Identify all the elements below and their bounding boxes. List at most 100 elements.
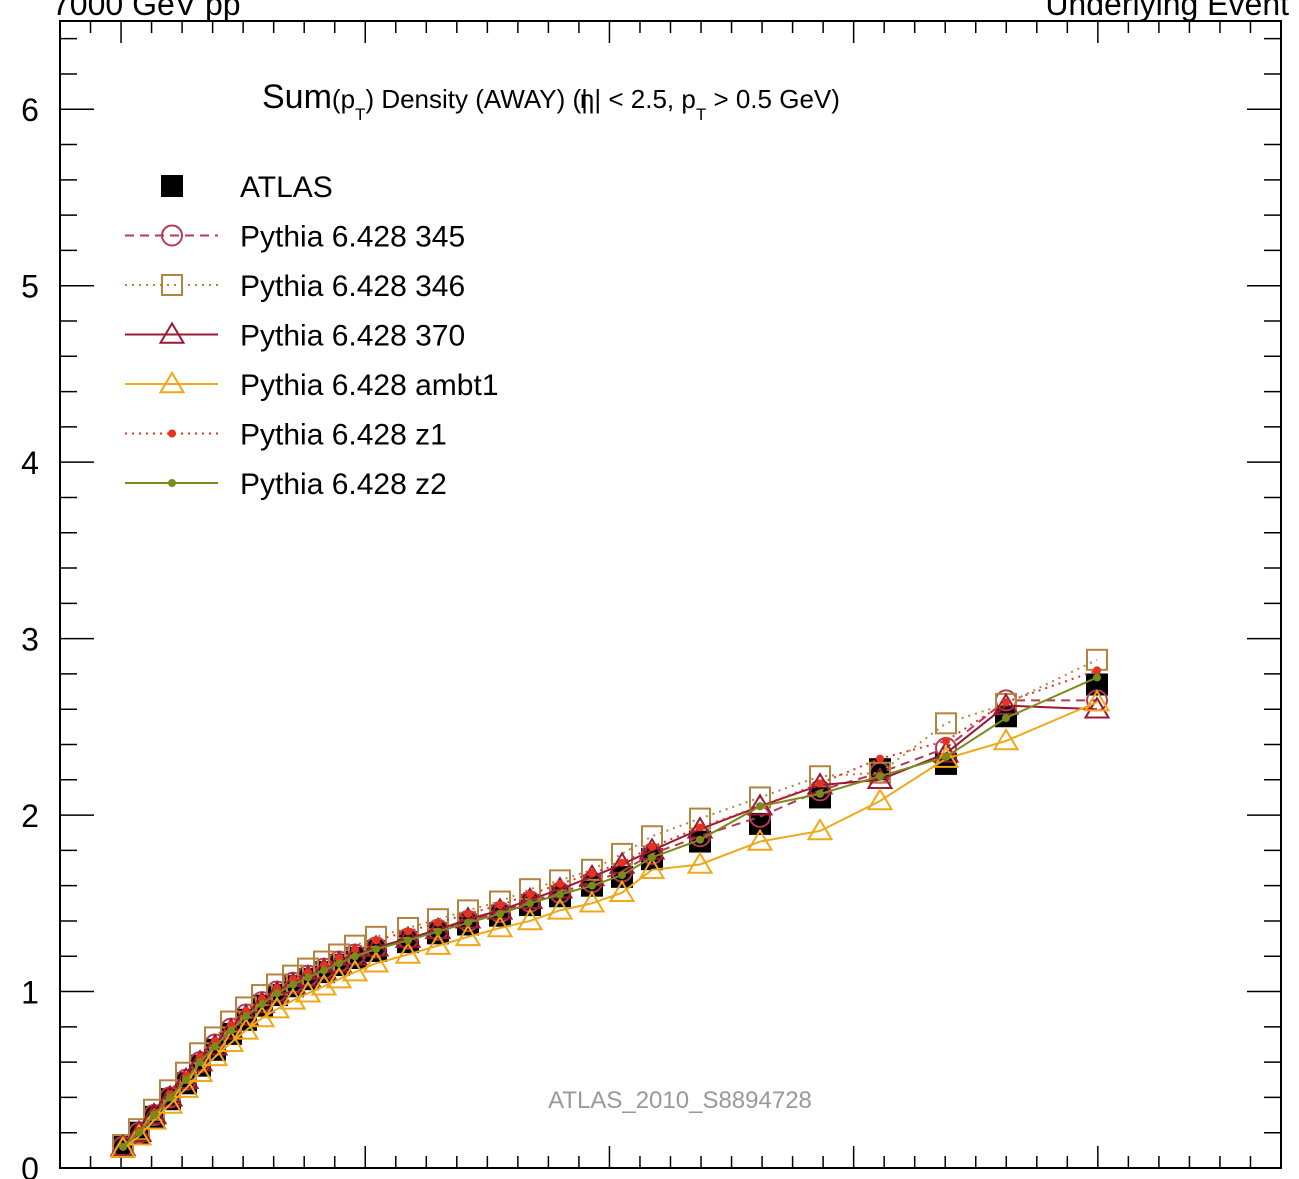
data-point [109,1135,137,1158]
data-point [186,1059,214,1082]
data-point [935,712,957,735]
data-point [372,936,380,945]
y-tick-label: 1 [21,975,39,1011]
series-line [122,701,1098,1150]
data-point [168,479,176,487]
data-point [816,779,824,788]
data-point [135,1128,143,1137]
title-sub-t: T [355,105,365,124]
legend-label: Pythia 6.428 345 [240,221,465,254]
data-point [464,909,472,918]
data-point [526,890,534,899]
data-point [168,429,176,438]
data-point [258,999,266,1008]
data-point [341,959,369,982]
y-tick-labels: 0 1 2 3 4 5 6 [21,92,39,1179]
data-point [289,980,297,989]
plot-title: Sum(pT) Density (AWAY) (|η| < 2.5, pT > … [262,78,840,124]
data-point [335,959,343,968]
y-tick-label: 3 [21,622,39,658]
data-point [1093,673,1101,682]
data-point [232,1017,260,1040]
data-point [158,321,186,344]
title-main: ) Density (AWAY) ( [365,84,581,114]
data-point [1093,666,1101,675]
data-point [992,692,1020,715]
data-point [549,869,571,892]
data-point [942,736,950,745]
data-point [638,856,666,880]
data-point [866,788,894,811]
data-point [686,851,714,874]
legend-item: Pythia 6.428 346 [125,270,465,303]
data-point [404,927,412,936]
data-point [942,752,950,761]
title-p-open: (p [332,84,355,114]
data-point [588,869,596,878]
data-point [161,175,183,197]
data-point [556,890,564,899]
data-point [932,745,960,768]
data-point [526,899,534,908]
series-pythia-6-428-ambt1 [109,689,1111,1158]
title-sum: Sum [262,78,332,116]
series-pythia-6-428-z2 [119,673,1101,1151]
title-bar: | [581,84,588,114]
data-point [464,918,472,927]
data-point [806,818,834,841]
header-left: 7000 GeV pp [52,0,241,22]
data-point [581,858,603,881]
legend-label: Pythia 6.428 z2 [240,468,447,501]
data-point [1083,689,1111,712]
legend-item: Pythia 6.428 370 [125,320,465,353]
data-point [424,916,452,940]
data-point [496,901,504,910]
title-cut: | < 2.5, p [594,84,695,114]
y-tick-label: 2 [21,798,39,834]
legend-item: Pythia 6.428 345 [125,221,465,254]
legend-label: Pythia 6.428 z1 [240,419,447,452]
data-point [486,915,514,938]
data-series [109,648,1111,1158]
data-point [320,966,328,975]
title-end: > 0.5 GeV) [706,84,840,114]
data-point [273,989,281,998]
data-point [1002,714,1010,723]
data-point [217,1017,245,1040]
data-point [454,923,482,947]
y-tick-label: 0 [21,1151,39,1179]
title-eta: η [580,84,594,114]
series-pythia-6-428-346 [112,648,1108,1157]
data-point [201,1033,229,1056]
data-point [588,881,596,890]
data-point [1002,698,1010,707]
data-point [496,909,504,918]
data-point [351,952,359,961]
title-sub-t2: T [696,105,706,124]
data-point [394,941,422,964]
data-point [362,950,390,973]
data-point [816,789,824,798]
data-point [876,772,884,781]
data-point [196,1058,204,1067]
data-point [1083,696,1111,719]
data-point [746,828,774,851]
watermark: ATLAS_2010_S8894728 [548,1087,812,1114]
data-point [182,1075,190,1084]
series-pythia-6-428-z1 [119,666,1101,1151]
data-point [161,274,183,296]
data-point [556,879,564,888]
y-tick-label: 4 [21,445,39,481]
series-line [122,676,1098,1148]
legend-label: Pythia 6.428 346 [240,270,465,303]
data-point [304,973,312,982]
data-point [394,925,422,948]
data-point [351,945,359,954]
header-right: Underlying Event [1045,0,1289,22]
data-point [201,1043,229,1067]
y-tick-label: 6 [21,92,39,128]
data-point [578,890,606,913]
legend-label: Pythia 6.428 ambt1 [240,369,499,402]
legend-item: Pythia 6.428 ambt1 [125,369,499,402]
